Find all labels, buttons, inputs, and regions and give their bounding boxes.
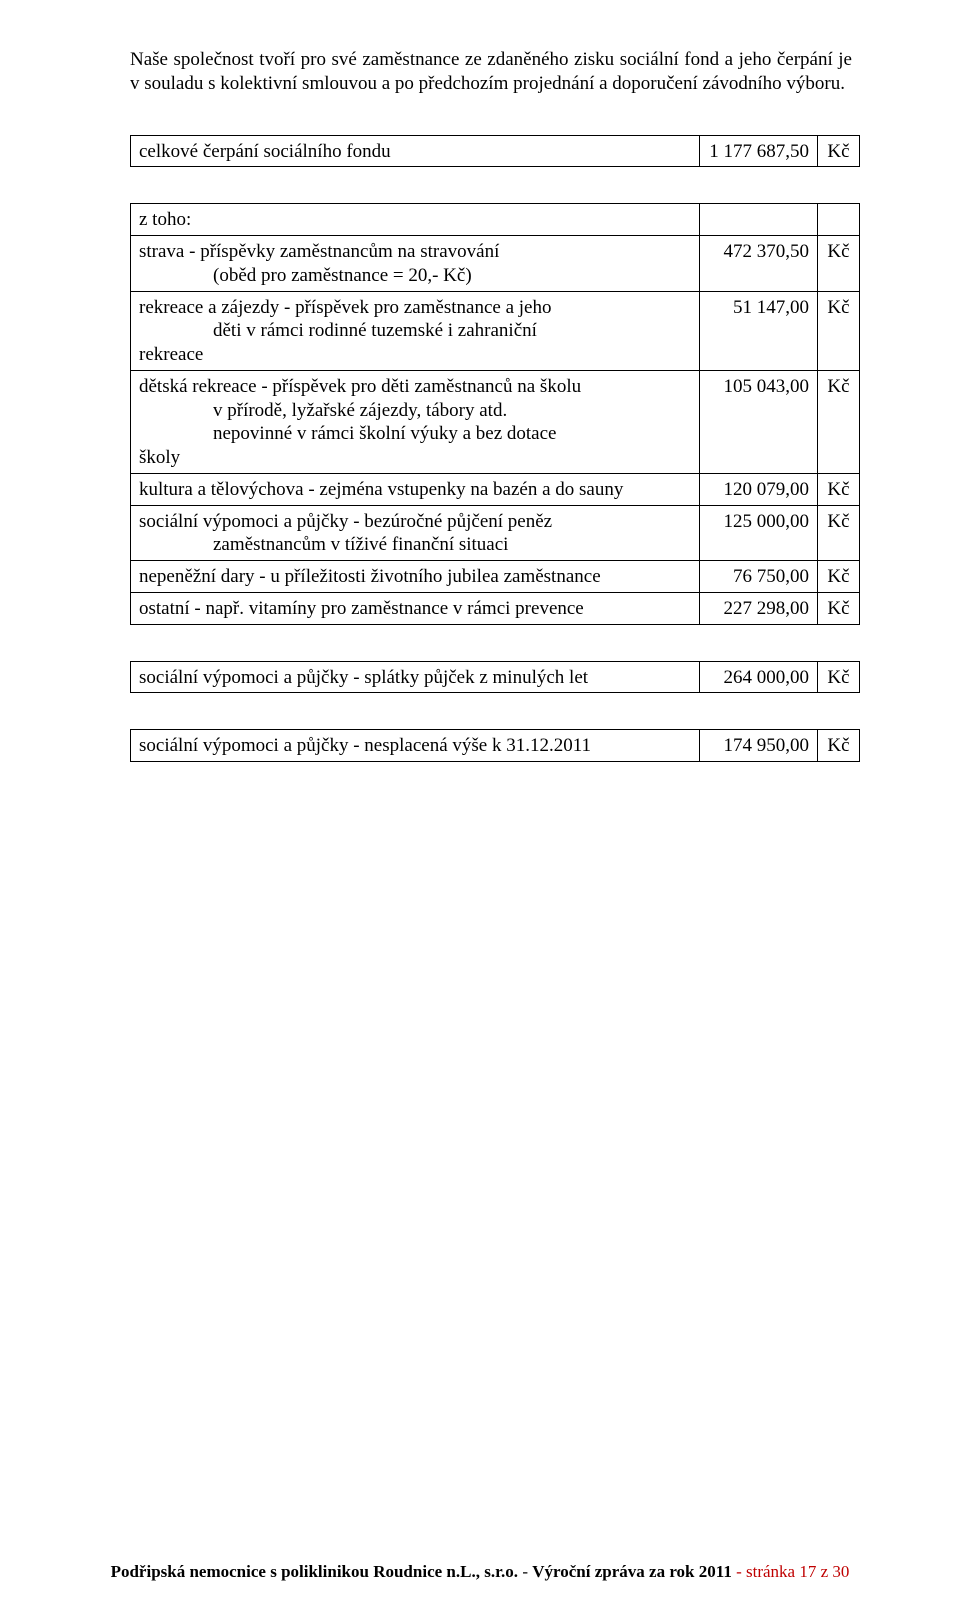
cell-unit: Kč	[817, 505, 859, 561]
cell-value: 472 370,50	[700, 236, 818, 292]
cell-label: strava - příspěvky zaměstnancům na strav…	[131, 236, 700, 292]
footer-company: Podřipská nemocnice s poliklinikou Roudn…	[111, 1562, 518, 1581]
cell-unit: Kč	[818, 135, 860, 167]
cell-empty	[817, 204, 859, 236]
row-sub-label: (oběd pro zaměstnance = 20,- Kč)	[139, 264, 691, 288]
table-splatky: sociální výpomoci a půjčky - splátky půj…	[130, 661, 860, 694]
row-main-label: rekreace a zájezdy - příspěvek pro zaměs…	[139, 296, 691, 320]
cell-unit: Kč	[817, 370, 859, 473]
cell-empty	[700, 204, 818, 236]
cell-value: 120 079,00	[700, 473, 818, 505]
cell-unit: Kč	[817, 730, 859, 762]
cell-value: 125 000,00	[700, 505, 818, 561]
table-row: dětská rekreace - příspěvek pro děti zam…	[131, 370, 860, 473]
cell-unit: Kč	[817, 561, 859, 593]
table-row: sociální výpomoci a půjčky - bezúročné p…	[131, 505, 860, 561]
cell-value: 76 750,00	[700, 561, 818, 593]
cell-unit: Kč	[817, 473, 859, 505]
row-main-label: strava - příspěvky zaměstnancům na strav…	[139, 240, 691, 264]
cell-value: 264 000,00	[700, 661, 818, 693]
footer-page: - stránka 17 z 30	[732, 1562, 850, 1581]
row-main-label: dětská rekreace - příspěvek pro děti zam…	[139, 375, 691, 399]
cell-unit: Kč	[817, 236, 859, 292]
cell-label: kultura a tělovýchova - zejména vstupenk…	[131, 473, 700, 505]
row-sub-label: děti v rámci rodinné tuzemské i zahranič…	[139, 319, 691, 343]
row-sub-label: rekreace	[139, 343, 691, 367]
row-main-label: sociální výpomoci a půjčky - bezúročné p…	[139, 510, 691, 534]
cell-label: sociální výpomoci a půjčky - nesplacená …	[131, 730, 700, 762]
table-row: sociální výpomoci a půjčky - splátky půj…	[131, 661, 860, 693]
cell-ztoho: z toho:	[131, 204, 700, 236]
intro-paragraph: Naše společnost tvoří pro své zaměstnanc…	[130, 48, 852, 97]
table-row: kultura a tělovýchova - zejména vstupenk…	[131, 473, 860, 505]
footer-dash: -	[518, 1562, 532, 1581]
table-row: nepeněžní dary - u příležitosti životníh…	[131, 561, 860, 593]
cell-label: nepeněžní dary - u příležitosti životníh…	[131, 561, 700, 593]
page-footer: Podřipská nemocnice s poliklinikou Roudn…	[0, 1562, 960, 1582]
footer-title: Výroční zpráva za rok 2011	[532, 1562, 732, 1581]
table-row: sociální výpomoci a půjčky - nesplacená …	[131, 730, 860, 762]
table-row: z toho:	[131, 204, 860, 236]
cell-value: 1 177 687,50	[700, 135, 818, 167]
page: Naše společnost tvoří pro své zaměstnanc…	[0, 0, 960, 1608]
row-sub-label: školy	[139, 446, 691, 470]
cell-unit: Kč	[818, 661, 860, 693]
cell-value: 105 043,00	[700, 370, 818, 473]
table-row: ostatní - např. vitamíny pro zaměstnance…	[131, 592, 860, 624]
cell-label: sociální výpomoci a půjčky - bezúročné p…	[131, 505, 700, 561]
cell-label: dětská rekreace - příspěvek pro děti zam…	[131, 370, 700, 473]
table-row: rekreace a zájezdy - příspěvek pro zaměs…	[131, 291, 860, 370]
cell-unit: Kč	[817, 291, 859, 370]
cell-value: 227 298,00	[700, 592, 818, 624]
table-row: strava - příspěvky zaměstnancům na strav…	[131, 236, 860, 292]
table-breakdown: z toho: strava - příspěvky zaměstnancům …	[130, 203, 860, 624]
cell-label: celkové čerpání sociálního fondu	[131, 135, 700, 167]
cell-value: 174 950,00	[700, 730, 818, 762]
table-total: celkové čerpání sociálního fondu 1 177 6…	[130, 135, 860, 168]
row-sub-label: v přírodě, lyžařské zájezdy, tábory atd.	[139, 399, 691, 423]
cell-unit: Kč	[817, 592, 859, 624]
cell-label: ostatní - např. vitamíny pro zaměstnance…	[131, 592, 700, 624]
cell-value: 51 147,00	[700, 291, 818, 370]
table-nesplacena: sociální výpomoci a půjčky - nesplacená …	[130, 729, 860, 762]
table-row: celkové čerpání sociálního fondu 1 177 6…	[131, 135, 860, 167]
cell-label: rekreace a zájezdy - příspěvek pro zaměs…	[131, 291, 700, 370]
row-sub-label: zaměstnancům v tíživé finanční situaci	[139, 533, 691, 557]
cell-label: sociální výpomoci a půjčky - splátky půj…	[131, 661, 700, 693]
row-sub-label: nepovinné v rámci školní výuky a bez dot…	[139, 422, 691, 446]
